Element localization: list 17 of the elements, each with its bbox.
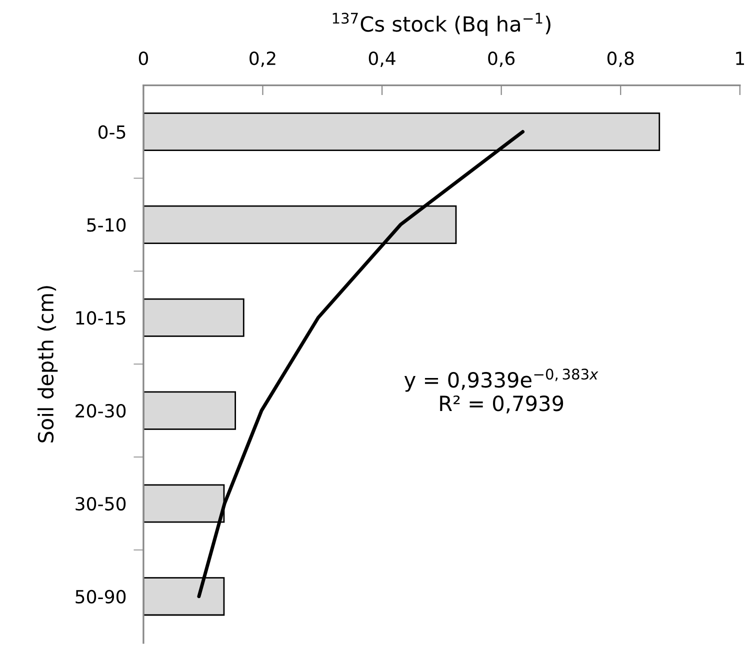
x-tick-label: 1 <box>736 52 744 65</box>
y-tick-label: 20-30 <box>76 404 126 418</box>
x-tick-label: 0,8 <box>607 51 634 67</box>
y-tick-label: 5-10 <box>87 218 126 232</box>
y-tick-label: 10-15 <box>76 311 126 325</box>
y-tick-label: 0-5 <box>98 125 126 139</box>
x-tick-label: 0,6 <box>488 51 515 67</box>
bar <box>143 298 244 337</box>
y-axis-title: Soil depth (cm) <box>37 286 58 442</box>
bar <box>143 391 236 430</box>
x-tick-label: 0,4 <box>368 51 396 67</box>
annotation: y = 0,9339e$^{−0,383x}$ R² = 0,7939 <box>404 368 598 414</box>
y-tick-label: 50-90 <box>76 590 126 604</box>
x-tick-label: 0,2 <box>250 51 276 67</box>
x-tick-label: 0 <box>138 51 148 66</box>
x-axis-title: $^{137}$Cs stock (Bq ha$^{−1}$) <box>332 12 550 36</box>
y-tick-label: 30-50 <box>76 496 126 511</box>
